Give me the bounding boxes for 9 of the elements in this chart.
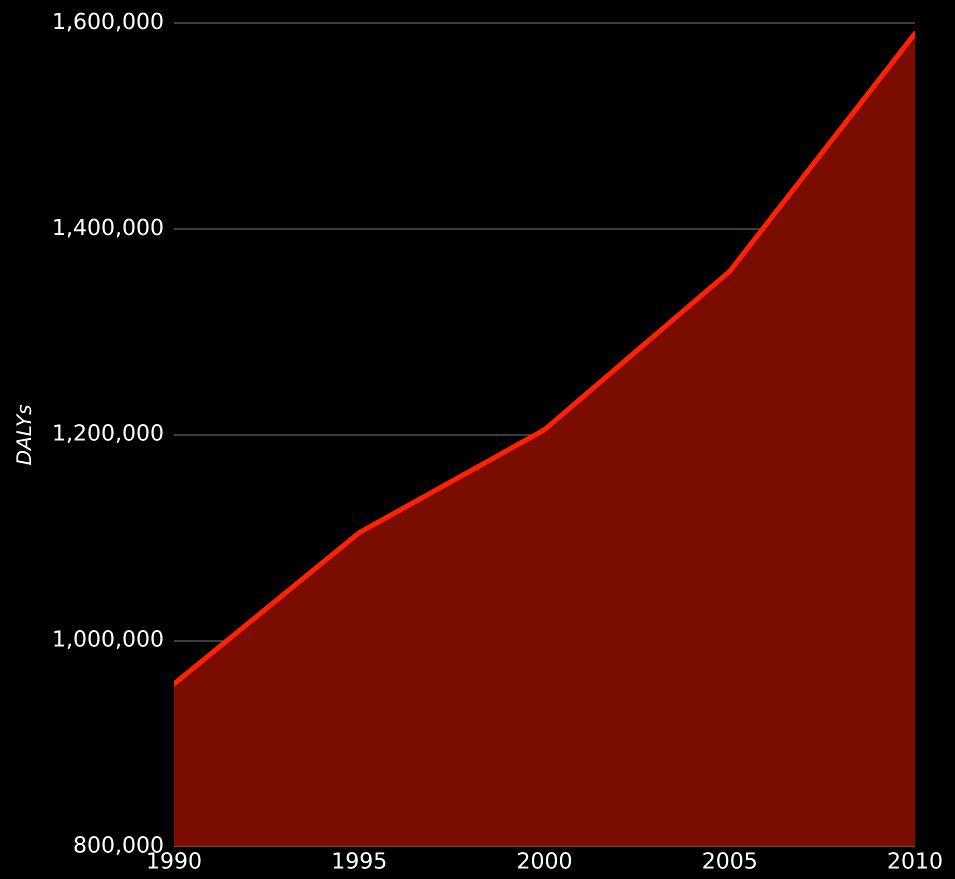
y-axis-title: DALYs (12, 404, 36, 466)
x-tick-label: 1995 (331, 850, 388, 875)
y-tick-label: 1,600,000 (52, 10, 164, 35)
x-tick-label: 2010 (887, 850, 943, 875)
y-tick-label: 1,000,000 (52, 627, 164, 652)
x-tick-label: 2000 (516, 850, 572, 875)
y-tick-label: 1,400,000 (52, 216, 164, 241)
x-tick-label: 2005 (702, 850, 758, 875)
y-tick-label: 1,200,000 (52, 422, 164, 447)
